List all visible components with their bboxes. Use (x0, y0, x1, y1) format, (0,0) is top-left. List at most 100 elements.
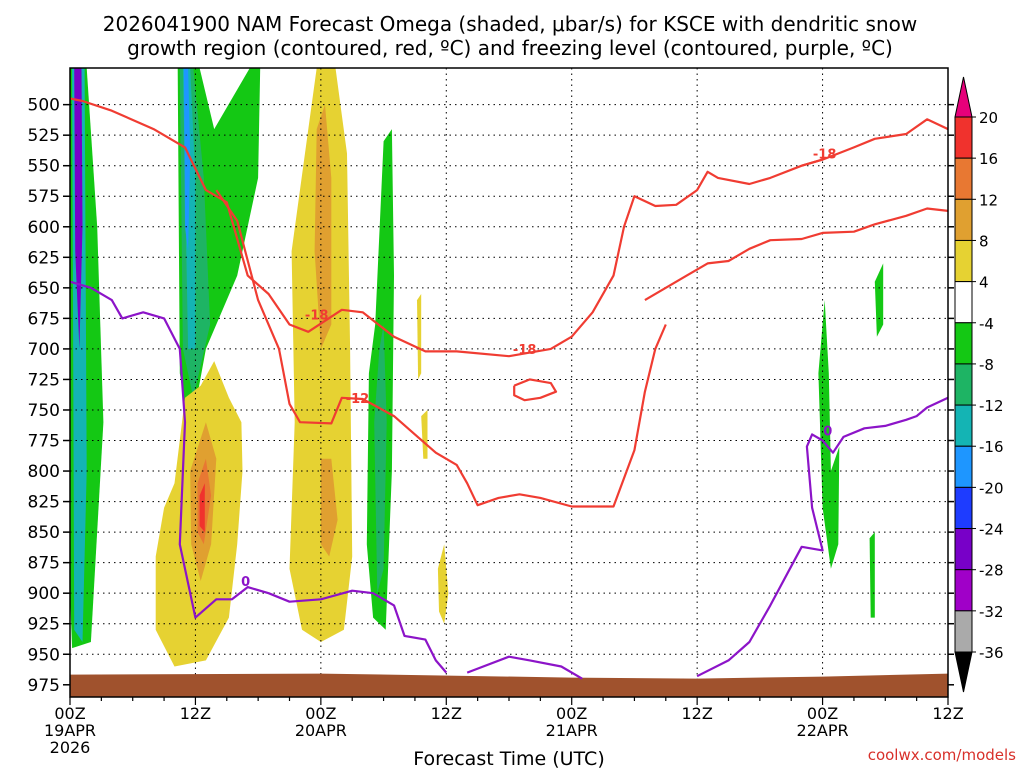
omega-region-pos-11z-yellow (437, 544, 449, 624)
dgz-contour-label-2: -12 (346, 392, 370, 407)
dgz-contour-line-2 (215, 189, 667, 508)
freezing-level-line-0 (70, 280, 448, 674)
colorbar-swatch-7 (954, 404, 973, 447)
colorbar-swatch-2 (954, 198, 973, 241)
colorbar-swatch-11 (954, 569, 973, 612)
colorbar-top-arrow (954, 76, 973, 118)
x-axis-label: Forecast Time (UTC) (413, 748, 604, 768)
y-tick-label-775: 775 (28, 432, 60, 452)
colorbar-label-1: 16 (979, 150, 998, 168)
omega-region-pos-00z-gold-low (320, 458, 338, 557)
omega-region-pos-12z-red (199, 483, 205, 533)
colorbar-swatch-0 (954, 116, 973, 159)
x-tick-label-4: 00Z (556, 704, 587, 723)
colorbar-label-9: -20 (979, 479, 1004, 497)
x-tick-label-5: 12Z (681, 704, 712, 723)
colorbar-label-7: -12 (979, 397, 1004, 415)
omega-region-pos-12z-yellow-mid (421, 410, 428, 459)
x-date-label-0: 19APR (44, 721, 96, 740)
dgz-contour-line-1 (644, 207, 948, 302)
colorbar-label-2: 12 (979, 191, 998, 209)
freezing-level-line-1 (466, 655, 583, 680)
omega-region-neg-06z-teal (374, 324, 387, 594)
title: 2026041900 NAM Forecast Omega (shaded, μ… (103, 12, 917, 60)
y-tick-label-550: 550 (28, 157, 60, 177)
y-tick-label-950: 950 (28, 645, 60, 665)
y-tick-label-675: 675 (28, 309, 60, 329)
colorbar-swatch-5 (954, 322, 973, 365)
omega-region-band-12z-blue (183, 68, 191, 252)
x-tick-label-3: 12Z (431, 704, 462, 723)
dgz-contour-label-0: -18 (305, 309, 329, 324)
colorbar-swatch-3 (954, 239, 973, 283)
omega-shading (70, 68, 884, 667)
colorbar-label-6: -8 (979, 356, 994, 374)
x-tick-label-1: 12Z (180, 704, 211, 723)
y-tick-label-600: 600 (28, 218, 60, 238)
y-tick-label-925: 925 (28, 615, 60, 635)
omega-region-neg-73z-green (869, 532, 875, 618)
y-tick-label-750: 750 (28, 401, 60, 421)
y-tick-label-525: 525 (28, 126, 60, 146)
y-tick-label-725: 725 (28, 370, 60, 390)
colorbar-swatch-8 (954, 445, 973, 488)
x-date-label-2: 20APR (295, 721, 347, 740)
colorbar-label-12: -32 (979, 603, 1004, 621)
y-tick-label-825: 825 (28, 493, 60, 513)
y-tick-label-975: 975 (28, 676, 60, 696)
colorbar-label-10: -24 (979, 521, 1004, 539)
colorbar-label-11: -28 (979, 562, 1004, 580)
colorbar-swatch-4 (954, 281, 973, 324)
omega-region-pos-10z-yellow (417, 294, 422, 380)
ground-surface (70, 673, 948, 697)
y-tick-label-625: 625 (28, 248, 60, 268)
y-tick-label-800: 800 (28, 462, 60, 482)
dendritic-growth-contours: -18 -18 -12 -18 (70, 97, 948, 508)
freezing-level-line-3 (821, 396, 948, 454)
colorbar-swatch-9 (954, 486, 973, 530)
colorbar-label-13: -36 (979, 644, 1004, 662)
x-tick-label-7: 12Z (932, 704, 963, 723)
colorbar-swatch-10 (954, 528, 973, 571)
omega-region-neg-74z-green (874, 263, 884, 337)
x-date-label-4: 21APR (546, 721, 598, 740)
colorbar-label-8: -16 (979, 438, 1004, 456)
x-date-label-6: 22APR (797, 721, 849, 740)
freezing-level-line-2 (696, 433, 824, 678)
omega-region-early-purple (74, 68, 83, 349)
y-tick-label-500: 500 (28, 96, 60, 116)
freezing-level-label-0: 0 (241, 575, 250, 590)
x-tick-label-2: 00Z (305, 704, 336, 723)
title-line-2: growth region (contoured, red, ºC) and f… (127, 36, 893, 60)
colorbar-label-3: 8 (979, 232, 989, 250)
credit-text: coolwx.com/models (868, 746, 1016, 764)
dgz-contour-label-3: -18 (813, 147, 837, 162)
dgz-contour-label-1: -18 (513, 343, 537, 358)
colorbar: 20 16 12 8 4 -4 -8 -12 -16 -20 -24 -28 -32 -36 (954, 76, 1004, 693)
ground-fill (70, 673, 948, 697)
dgz-contour-line-3 (801, 158, 823, 167)
y-tick-label-700: 700 (28, 340, 60, 360)
colorbar-bottom-arrow (954, 651, 973, 693)
colorbar-swatch-1 (954, 157, 973, 200)
x-tick-label-0: 00Z (54, 704, 85, 723)
freezing-level-label-3: 0 (823, 425, 832, 440)
title-line-1: 2026041900 NAM Forecast Omega (shaded, μ… (103, 12, 917, 36)
x-year-label-0: 2026 (50, 738, 91, 757)
colorbar-label-5: -4 (979, 315, 994, 333)
y-tick-label-575: 575 (28, 187, 60, 207)
y-tick-label-650: 650 (28, 279, 60, 299)
colorbar-label-4: 4 (979, 274, 989, 292)
colorbar-swatch-6 (954, 363, 973, 406)
freezing-level-contours: 00 (70, 280, 948, 680)
grid-lines (70, 68, 948, 697)
y-tick-label-850: 850 (28, 523, 60, 543)
pressure-axis: 500 525 550 575 600 625 650 675 700 725 750 775 800 8… (28, 96, 954, 696)
colorbar-swatch-12 (954, 610, 973, 653)
dgz-contour-line-4 (513, 378, 558, 402)
x-tick-label-6: 00Z (807, 704, 838, 723)
colorbar-label-0: 20 (979, 109, 998, 127)
y-tick-label-875: 875 (28, 554, 60, 574)
